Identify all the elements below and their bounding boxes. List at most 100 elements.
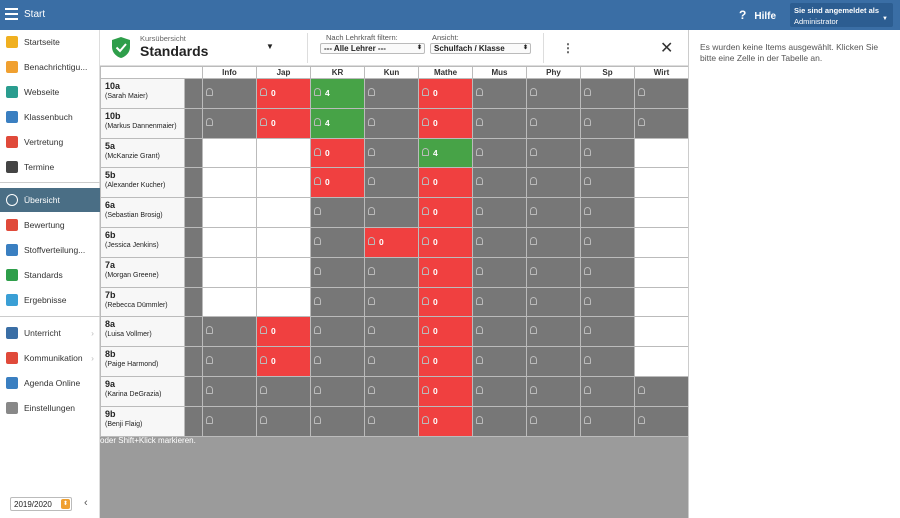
help-button[interactable]: ? Hilfe <box>739 8 776 22</box>
grade-cell[interactable] <box>472 256 527 288</box>
grade-cell[interactable] <box>472 137 527 169</box>
grade-cell[interactable] <box>256 167 311 199</box>
grade-cell[interactable]: 0 <box>418 167 473 199</box>
grade-cell[interactable] <box>526 256 581 288</box>
grade-cell[interactable] <box>634 137 689 169</box>
sidebar-item-12[interactable]: Unterricht › <box>0 321 100 345</box>
sidebar-item-8[interactable]: Bewertung <box>0 213 100 237</box>
grade-cell[interactable] <box>472 375 527 407</box>
class-cell[interactable]: 6b (Jessica Jenkins) <box>100 226 185 258</box>
grade-cell[interactable] <box>310 226 365 258</box>
sidebar-item-13[interactable]: Kommunikation › <box>0 346 100 370</box>
grade-cell[interactable] <box>364 137 419 169</box>
sidebar-item-2[interactable]: Benachrichtigu... <box>0 55 100 79</box>
grade-cell[interactable] <box>202 405 257 437</box>
grade-cell[interactable] <box>580 316 635 348</box>
grade-cell[interactable] <box>634 375 689 407</box>
user-menu[interactable]: Sie sind angemeldet als Administrator ▼ <box>790 3 893 27</box>
grade-cell[interactable] <box>310 316 365 348</box>
view-select[interactable]: Schulfach / Klasse ⬍ <box>430 43 531 54</box>
column-header[interactable]: Jap <box>256 66 311 79</box>
grade-cell[interactable] <box>526 286 581 318</box>
grade-cell[interactable] <box>634 256 689 288</box>
class-cell[interactable]: 8b (Paige Harmond) <box>100 346 185 377</box>
grade-cell[interactable] <box>472 78 527 109</box>
grade-cell[interactable]: 0 <box>256 346 311 377</box>
grade-cell[interactable] <box>634 197 689 228</box>
grade-cell[interactable] <box>202 346 257 377</box>
grade-cell[interactable] <box>310 346 365 377</box>
grade-cell[interactable]: 0 <box>364 226 419 258</box>
grade-cell[interactable] <box>364 316 419 348</box>
grade-cell[interactable] <box>202 78 257 109</box>
grade-cell[interactable] <box>580 78 635 109</box>
sidebar-item-11[interactable]: Ergebnisse <box>0 288 100 312</box>
grade-cell[interactable]: 4 <box>310 78 365 109</box>
grade-cell[interactable] <box>526 405 581 437</box>
grade-cell[interactable] <box>580 256 635 288</box>
grade-cell[interactable] <box>634 78 689 109</box>
grade-cell[interactable]: 0 <box>256 78 311 109</box>
grade-cell[interactable] <box>526 78 581 109</box>
grade-cell[interactable] <box>580 375 635 407</box>
class-cell[interactable]: 9b (Benji Flaig) <box>100 405 185 437</box>
grade-cell[interactable] <box>256 286 311 318</box>
grade-cell[interactable] <box>634 107 689 139</box>
grade-cell[interactable] <box>310 375 365 407</box>
sidebar-item-9[interactable]: Stoffverteilung... <box>0 238 100 262</box>
grade-cell[interactable] <box>472 286 527 318</box>
grade-cell[interactable] <box>472 167 527 199</box>
grade-cell[interactable] <box>364 167 419 199</box>
grade-cell[interactable]: 0 <box>418 405 473 437</box>
grade-cell[interactable]: 4 <box>310 107 365 139</box>
grade-cell[interactable] <box>364 346 419 377</box>
grade-cell[interactable] <box>526 346 581 377</box>
grade-cell[interactable] <box>580 137 635 169</box>
grade-cell[interactable] <box>472 405 527 437</box>
class-cell[interactable]: 10b (Markus Dannenmaier) <box>100 107 185 139</box>
close-icon[interactable]: ✕ <box>660 40 674 57</box>
grade-cell[interactable]: 0 <box>418 375 473 407</box>
grade-cell[interactable] <box>580 197 635 228</box>
grade-cell[interactable] <box>580 346 635 377</box>
column-header[interactable]: Mathe <box>418 66 473 79</box>
grade-cell[interactable] <box>202 137 257 169</box>
sidebar-item-6[interactable]: Termine <box>0 155 100 179</box>
class-cell[interactable]: 10a (Sarah Maier) <box>100 78 185 109</box>
app-title[interactable]: Start <box>24 9 46 20</box>
grade-cell[interactable] <box>472 107 527 139</box>
grade-cell[interactable] <box>202 286 257 318</box>
grade-cell[interactable] <box>364 197 419 228</box>
grade-cell[interactable] <box>472 346 527 377</box>
column-header[interactable]: Mus <box>472 66 527 79</box>
grade-cell[interactable] <box>310 256 365 288</box>
grade-cell[interactable]: 0 <box>418 78 473 109</box>
column-header[interactable]: Sp <box>580 66 635 79</box>
grade-cell[interactable]: 0 <box>310 167 365 199</box>
grade-cell[interactable] <box>202 197 257 228</box>
grade-cell[interactable] <box>526 226 581 258</box>
grade-cell[interactable] <box>364 286 419 318</box>
grade-cell[interactable] <box>256 375 311 407</box>
grade-cell[interactable] <box>634 346 689 377</box>
grade-cell[interactable] <box>580 226 635 258</box>
grade-cell[interactable] <box>634 226 689 258</box>
sidebar-item-1[interactable]: Startseite <box>0 30 100 54</box>
grade-cell[interactable]: 0 <box>418 107 473 139</box>
grade-cell[interactable] <box>580 286 635 318</box>
grade-cell[interactable] <box>526 137 581 169</box>
grade-cell[interactable]: 0 <box>256 316 311 348</box>
grade-cell[interactable] <box>202 256 257 288</box>
grade-cell[interactable]: 0 <box>418 256 473 288</box>
grade-cell[interactable] <box>202 226 257 258</box>
grade-cell[interactable] <box>310 286 365 318</box>
hamburger-menu-icon[interactable] <box>5 8 18 20</box>
class-cell[interactable]: 6a (Sebastian Brosig) <box>100 197 185 228</box>
class-cell[interactable]: 7b (Rebecca Dümmler) <box>100 286 185 318</box>
grade-cell[interactable] <box>526 107 581 139</box>
class-cell[interactable]: 5b (Alexander Kucher) <box>100 167 185 199</box>
sidebar-item-14[interactable]: Agenda Online <box>0 371 100 395</box>
sidebar-item-7[interactable]: Übersicht <box>0 188 100 212</box>
column-header[interactable]: KR <box>310 66 365 79</box>
grade-cell[interactable]: 0 <box>418 226 473 258</box>
